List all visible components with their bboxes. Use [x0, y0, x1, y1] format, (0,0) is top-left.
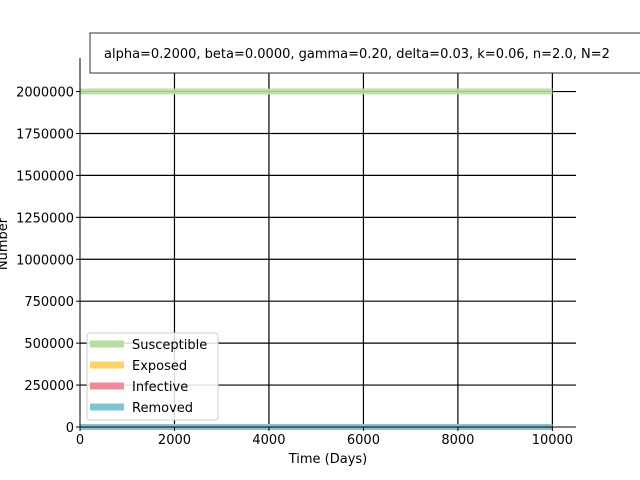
x-tick-label: 0	[76, 433, 84, 448]
axes	[76, 58, 576, 431]
legend: Susceptible Exposed Infective Removed	[86, 332, 219, 421]
y-tick-label: 1750000	[16, 127, 74, 142]
legend-frame	[86, 332, 219, 421]
y-tick-label: 250000	[24, 379, 74, 394]
y-tick-label: 1500000	[16, 169, 74, 184]
y-tick-label: 500000	[24, 337, 74, 352]
legend-label-removed: Removed	[132, 401, 193, 416]
x-tick-label: 4000	[252, 433, 285, 448]
legend-label-infective: Infective	[132, 380, 188, 395]
annotation-text: alpha=0.2000, beta=0.0000, gamma=0.20, d…	[104, 47, 610, 62]
y-tick-label: 1250000	[16, 211, 74, 226]
legend-label-susceptible: Susceptible	[132, 338, 207, 353]
x-tick-label: 2000	[158, 433, 191, 448]
y-tick-label: 1000000	[16, 253, 74, 268]
x-axis-label: Time (Days)	[288, 452, 368, 467]
tick-labels: 0 2000 4000 6000 8000 10000 0 250000 500000 75000…	[16, 86, 573, 448]
x-tick-label: 8000	[441, 433, 474, 448]
legend-label-exposed: Exposed	[132, 359, 187, 374]
x-tick-label: 6000	[347, 433, 380, 448]
y-tick-label: 750000	[24, 295, 74, 310]
y-tick-label: 2000000	[16, 86, 74, 101]
x-tick-label: 10000	[532, 433, 573, 448]
annotation-box: alpha=0.2000, beta=0.0000, gamma=0.20, d…	[89, 32, 640, 74]
y-tick-label: 0	[66, 421, 74, 436]
y-axis-label: Number	[0, 217, 11, 270]
